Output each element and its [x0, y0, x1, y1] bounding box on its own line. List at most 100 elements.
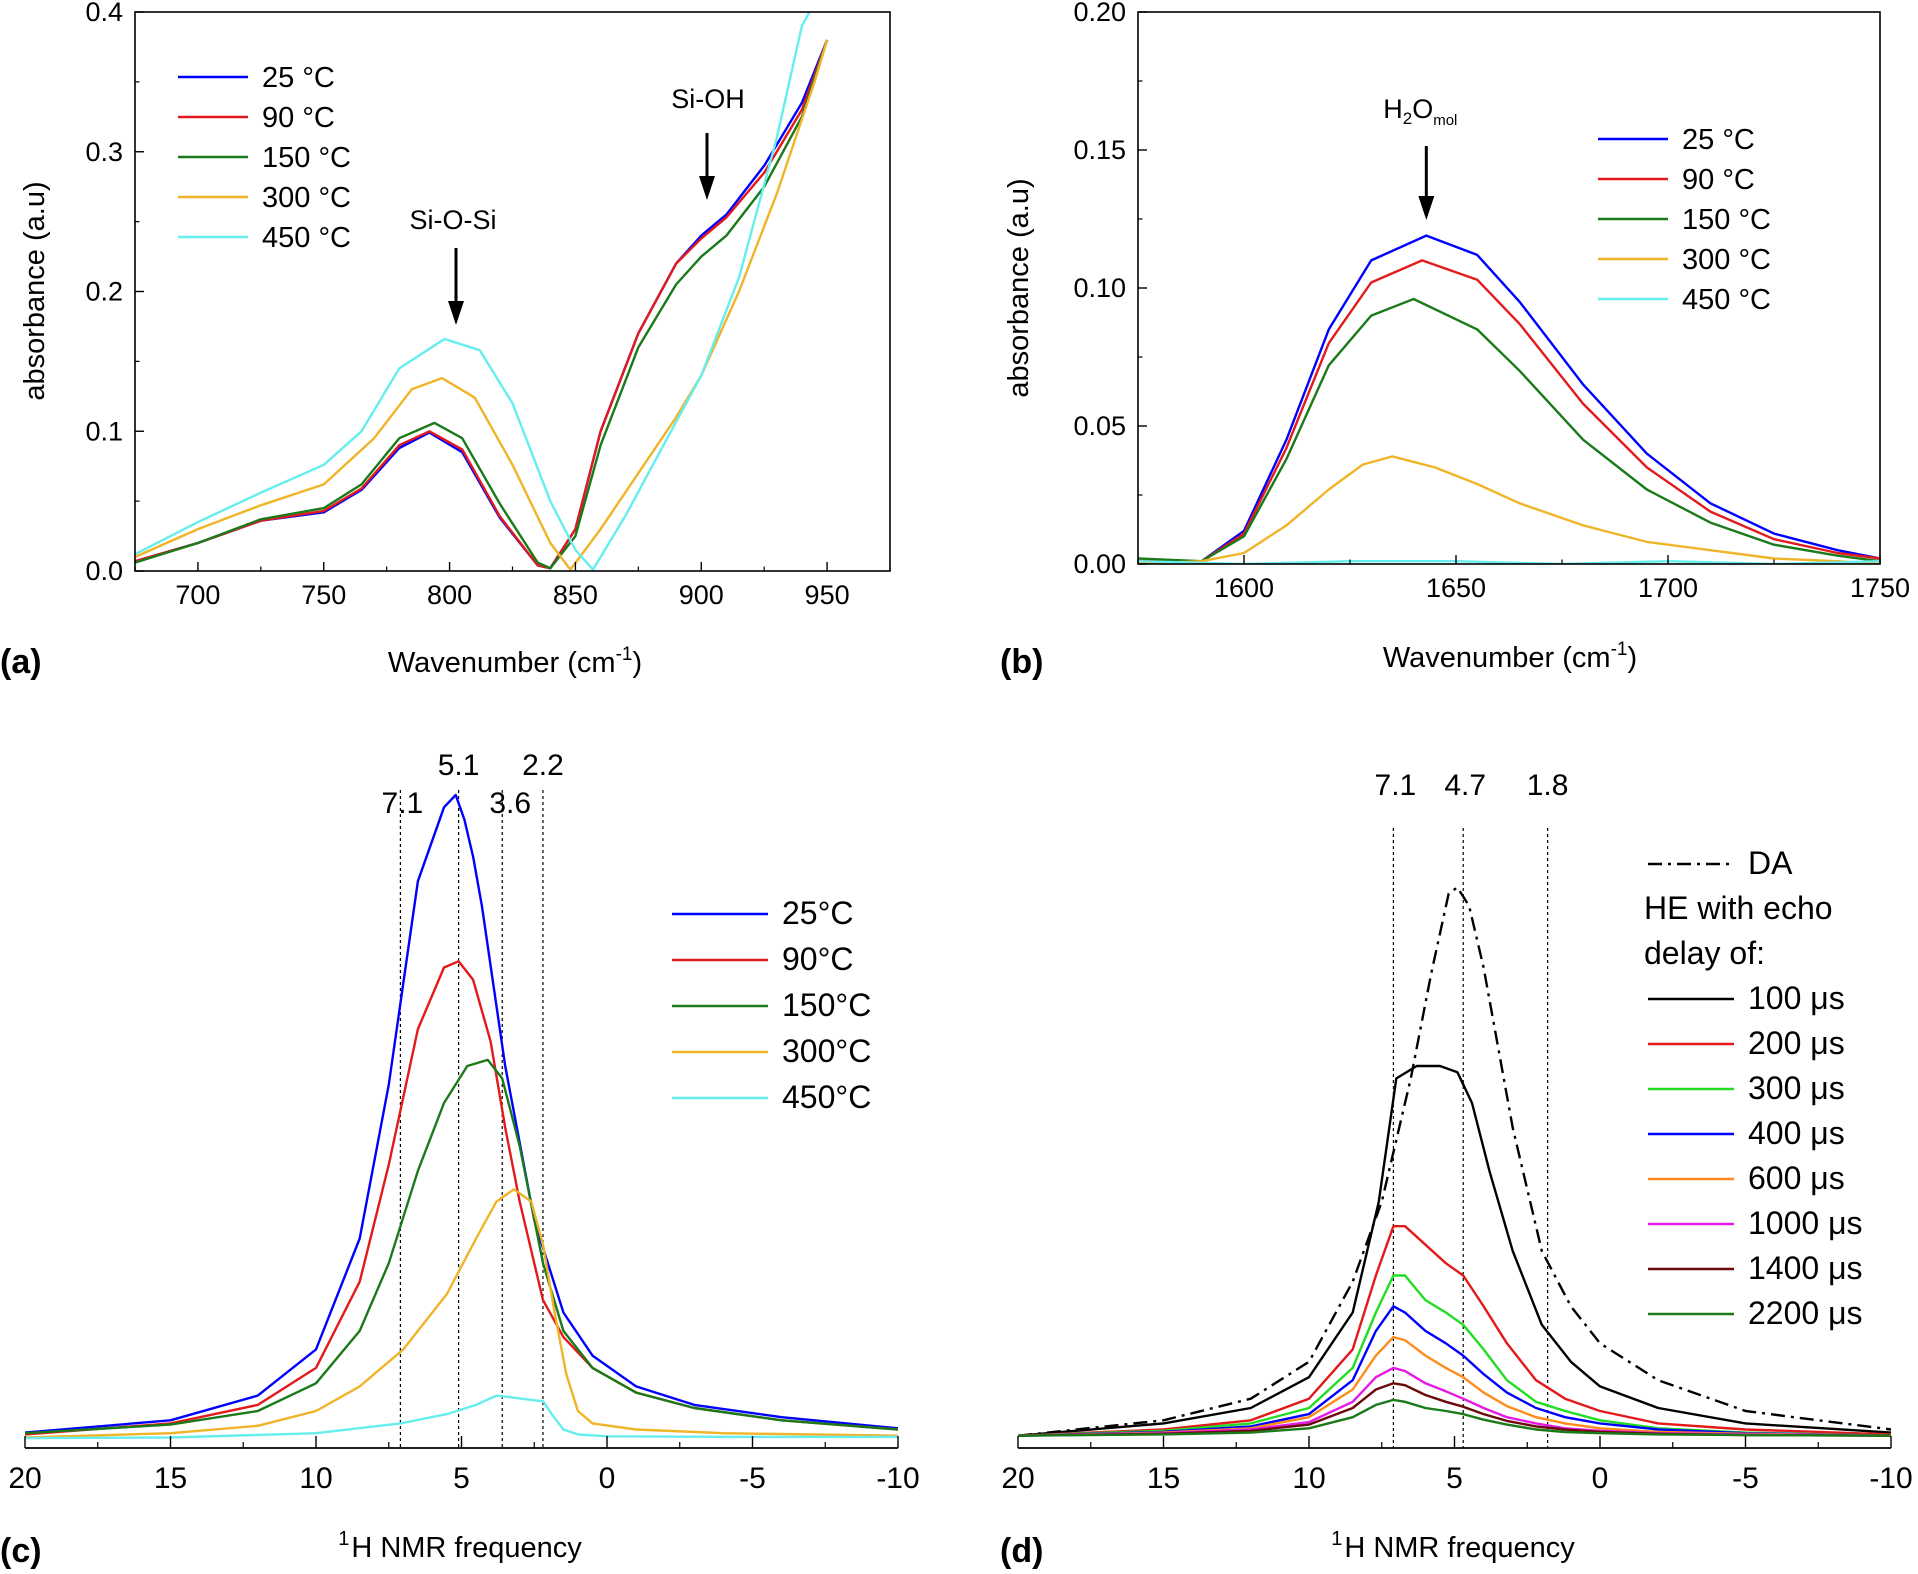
series-group	[135, 12, 829, 571]
x-axis-label: 1H NMR frequency	[1331, 1528, 1575, 1564]
panel-label: (a)	[0, 643, 42, 681]
legend-label: 300°C	[782, 1033, 871, 1069]
y-tick-label: 0.4	[85, 0, 123, 27]
series-line-150-°C	[135, 39, 829, 570]
plot-frame	[134, 11, 891, 572]
x-tick-label: 900	[679, 580, 724, 610]
x-tick-label: -5	[1732, 1462, 1759, 1495]
series-group	[25, 793, 898, 1440]
peak-label-3.6: 3.6	[489, 787, 531, 820]
peak-label-5.1: 5.1	[438, 749, 480, 782]
x-tick-label: 10	[1292, 1462, 1325, 1495]
legend-label: 100 μs	[1748, 980, 1845, 1016]
legend-label: 1400 μs	[1748, 1250, 1863, 1286]
peak-label-7.1: 7.1	[382, 787, 424, 820]
series-line-90°C	[25, 960, 898, 1436]
legend-label: 450 °C	[1682, 284, 1771, 316]
y-tick-label: 0.15	[1073, 135, 1126, 165]
annotation-arrow-head	[448, 301, 464, 325]
x-tick-label: 20	[1001, 1462, 1034, 1495]
y-tick-label: 0.1	[85, 416, 123, 446]
series-line-150-°C	[1138, 297, 1880, 563]
x-tick-label: 1700	[1638, 573, 1698, 603]
series-line-100-μs	[1018, 1064, 1891, 1437]
x-tick-label: 10	[299, 1462, 332, 1495]
legend-label: 25 °C	[262, 62, 335, 94]
y-tick-label: 0.05	[1073, 411, 1126, 441]
legend-label: 90°C	[782, 941, 854, 977]
panel-label: (b)	[1000, 643, 1043, 681]
series-line-600-μs	[1018, 1335, 1891, 1437]
series-line-90-°C	[135, 39, 829, 570]
annotation-label: H2Omol	[1383, 94, 1457, 129]
legend-label: 150 °C	[262, 142, 351, 174]
x-tick-label: 5	[453, 1462, 470, 1495]
panel-label: (d)	[1000, 1532, 1043, 1570]
x-tick-label: 1750	[1850, 573, 1910, 603]
y-tick-label: 0.10	[1073, 273, 1126, 303]
series-line-450-°C	[135, 12, 811, 571]
series-line-200-μs	[1018, 1225, 1891, 1437]
legend-label: 450°C	[782, 1079, 871, 1115]
legend-label: 150°C	[782, 987, 871, 1023]
series-line-25°C	[25, 793, 898, 1434]
annotation-arrow-head	[1418, 196, 1435, 220]
peak-label-2.2: 2.2	[522, 749, 564, 782]
legend-label: 300 μs	[1748, 1070, 1845, 1106]
x-tick-label: 700	[175, 580, 220, 610]
y-tick-label: 0.00	[1073, 549, 1126, 579]
legend-label: DA	[1748, 845, 1793, 881]
x-tick-label: -10	[1869, 1462, 1912, 1495]
x-tick-label: 15	[154, 1462, 187, 1495]
series-line-400-μs	[1018, 1305, 1891, 1437]
x-tick-label: 20	[8, 1462, 41, 1495]
series-line-90-°C	[1138, 259, 1880, 563]
peak-label-4.7: 4.7	[1444, 769, 1486, 802]
series-line-25-°C	[1138, 234, 1880, 563]
x-tick-label: 800	[427, 580, 472, 610]
legend-label: 450 °C	[262, 222, 351, 254]
series-line-300-°C	[1138, 455, 1880, 564]
y-tick-label: 0.0	[85, 556, 123, 586]
legend-label: 90 °C	[1682, 164, 1755, 196]
legend: 25 °C 90 °C 150 °C 300 °C 450 °C	[1598, 124, 1771, 316]
panel-2: 7.1 5.1 3.6 2.2 20 15 10 5 0 -5 -10 1H NMR frequenc…	[0, 749, 920, 1570]
series-line-2200-μs	[1018, 1398, 1891, 1437]
peak-label-1.8: 1.8	[1527, 769, 1569, 802]
legend-label: 300 °C	[262, 182, 351, 214]
series-line-150°C	[25, 1058, 898, 1435]
series-line-1400-μs	[1018, 1382, 1891, 1437]
annotation-arrow-head	[699, 176, 715, 200]
x-tick-label: 950	[805, 580, 850, 610]
x-tick-label: 0	[599, 1462, 616, 1495]
y-tick-label: 0.3	[85, 137, 123, 167]
series-line-300-μs	[1018, 1274, 1891, 1437]
legend-label: 300 °C	[1682, 244, 1771, 276]
x-axis-label: 1H NMR frequency	[338, 1528, 582, 1564]
x-axis-label: Wavenumber (cm-1)	[1383, 639, 1637, 674]
series-line-25-°C	[135, 39, 829, 570]
x-tick-label: 5	[1446, 1462, 1463, 1495]
legend-label: 90 °C	[262, 102, 335, 134]
x-tick-label: 1650	[1426, 573, 1486, 603]
series-line-300-°C	[135, 39, 829, 571]
legend-header: delay of:	[1644, 935, 1765, 971]
legend-label: 200 μs	[1748, 1025, 1845, 1061]
x-tick-label: -5	[739, 1462, 766, 1495]
legend-label: 600 μs	[1748, 1160, 1845, 1196]
annotation-label: Si-O-Si	[410, 205, 497, 235]
legend-label: 25°C	[782, 895, 854, 931]
legend-label: 2200 μs	[1748, 1295, 1863, 1331]
x-tick-label: 850	[553, 580, 598, 610]
legend-label: 400 μs	[1748, 1115, 1845, 1151]
legend-header: HE with echo	[1644, 890, 1833, 926]
x-tick-label: 15	[1147, 1462, 1180, 1495]
series-group	[1018, 886, 1891, 1437]
y-tick-label: 0.2	[85, 277, 123, 307]
legend: 25°C 90°C 150°C 300°C 450°C	[672, 895, 871, 1115]
x-tick-label: 0	[1592, 1462, 1609, 1495]
x-tick-label: 750	[301, 580, 346, 610]
x-tick-label: -10	[876, 1462, 919, 1495]
series-line-450°C	[25, 1394, 898, 1440]
peak-label-7.1: 7.1	[1375, 769, 1417, 802]
